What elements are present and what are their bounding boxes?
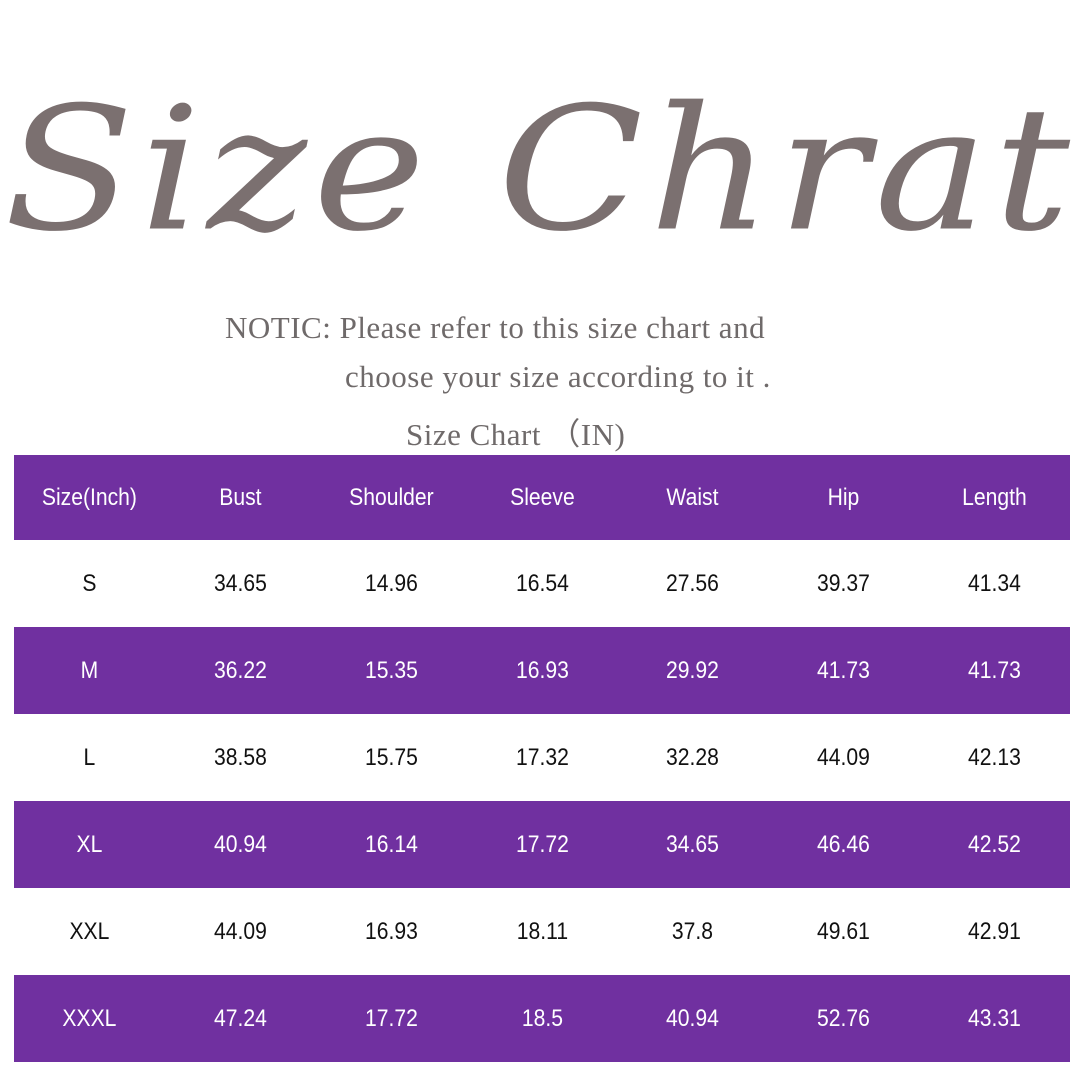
table-row: XXL 44.09 16.93 18.11 37.8 49.61 42.91	[14, 888, 1070, 975]
table-cell: 38.58	[213, 743, 267, 771]
size-label-cell: M	[80, 656, 99, 684]
column-header: Length	[962, 483, 1027, 511]
column-header: Hip	[827, 483, 860, 511]
table-cell: 41.73	[817, 656, 871, 684]
table-cell: 16.93	[364, 917, 418, 945]
table-cell: 46.46	[817, 830, 871, 858]
table-cell: 14.96	[364, 569, 418, 597]
table-cell: 34.65	[666, 830, 720, 858]
column-header: Shoulder	[348, 483, 434, 511]
size-label-cell: XL	[76, 830, 103, 858]
size-label-cell: S	[82, 569, 97, 597]
header-row: Size(Inch) Bust Shoulder Sleeve Waist Hip Leng…	[14, 455, 1070, 540]
table-cell: 44.09	[213, 917, 267, 945]
table-cell: 41.34	[968, 569, 1022, 597]
size-label-cell: XXXL	[62, 1004, 117, 1032]
notice-line-2: choose your size according to it .	[345, 359, 771, 394]
table-row: XXXL 47.24 17.72 18.5 40.94 52.76 43.31	[14, 975, 1070, 1062]
table-cell: 41.73	[968, 656, 1022, 684]
table-cell: 42.13	[968, 743, 1022, 771]
table-subtitle: Size Chart （IN)	[406, 417, 626, 452]
column-header: Waist	[666, 483, 719, 511]
page-title: Size Chrat	[3, 70, 1077, 269]
table-cell: 17.32	[515, 743, 569, 771]
table-cell: 29.92	[666, 656, 720, 684]
column-header: Bust	[219, 483, 262, 511]
table-cell: 18.5	[521, 1004, 563, 1032]
table-row: S 34.65 14.96 16.54 27.56 39.37 41.34	[14, 540, 1070, 627]
table-cell: 16.54	[515, 569, 569, 597]
table-cell: 42.91	[968, 917, 1022, 945]
table-cell: 16.14	[364, 830, 418, 858]
table-cell: 52.76	[817, 1004, 871, 1032]
table-cell: 15.75	[364, 743, 418, 771]
table-cell: 47.24	[213, 1004, 267, 1032]
table-cell: 39.37	[817, 569, 871, 597]
table-cell: 42.52	[968, 830, 1022, 858]
table-cell: 32.28	[666, 743, 720, 771]
table-cell: 27.56	[666, 569, 720, 597]
table-cell: 44.09	[817, 743, 871, 771]
table-row: XL 40.94 16.14 17.72 34.65 46.46 42.52	[14, 801, 1070, 888]
table-cell: 18.11	[516, 917, 568, 945]
table-cell: 15.35	[364, 656, 418, 684]
table-cell: 16.93	[515, 656, 569, 684]
table-cell: 34.65	[213, 569, 267, 597]
column-header: Sleeve	[509, 483, 575, 511]
table-cell: 17.72	[364, 1004, 418, 1032]
size-label-cell: XXL	[69, 917, 110, 945]
table-cell: 40.94	[213, 830, 267, 858]
table-row: L 38.58 15.75 17.32 32.28 44.09 42.13	[14, 714, 1070, 801]
table-cell: 17.72	[515, 830, 569, 858]
size-label-cell: L	[83, 743, 96, 771]
table-row: M 36.22 15.35 16.93 29.92 41.73 41.73	[14, 627, 1070, 714]
table-cell: 37.8	[672, 917, 714, 945]
notice-line-1: NOTIC: Please refer to this size chart a…	[225, 310, 766, 345]
table-cell: 43.31	[968, 1004, 1022, 1032]
column-header: Size(Inch)	[41, 483, 137, 511]
table-cell: 49.61	[817, 917, 871, 945]
table-cell: 36.22	[213, 656, 267, 684]
table-cell: 40.94	[666, 1004, 720, 1032]
size-table: Size(Inch) Bust Shoulder Sleeve Waist Hip Leng…	[14, 455, 1070, 1062]
